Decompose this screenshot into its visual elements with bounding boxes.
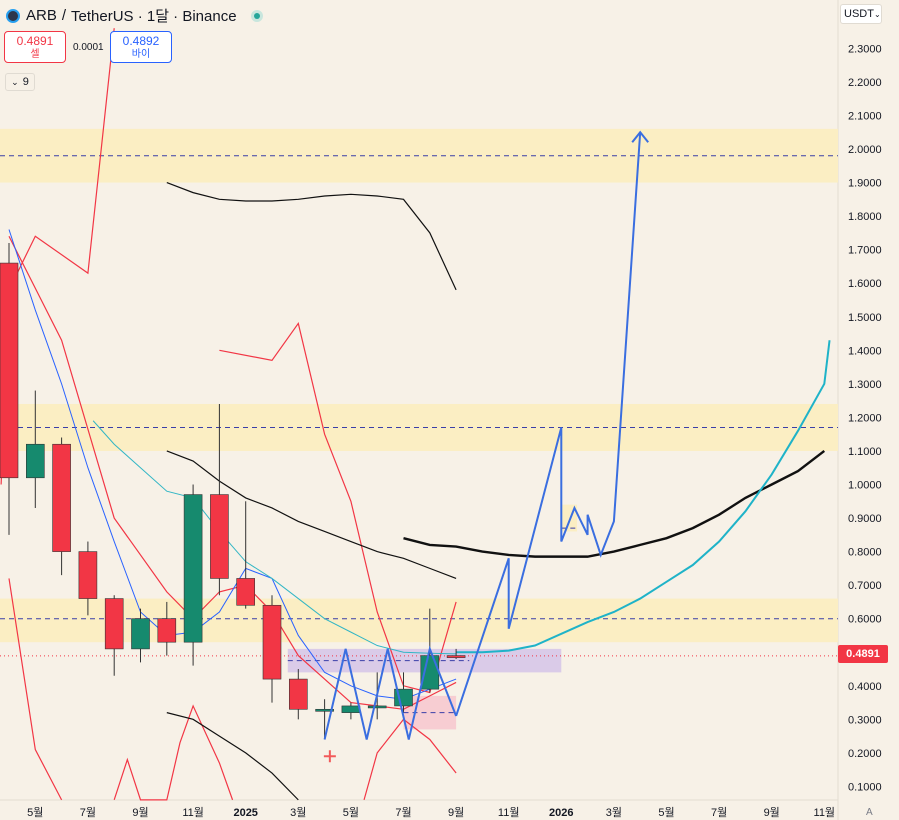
price-tick-label: 0.8000 [848, 547, 882, 559]
bb-lower-line [8, 578, 63, 801]
envelope-lower-line [166, 712, 299, 801]
price-tick-label: 0.4000 [848, 681, 882, 693]
candle [183, 494, 203, 643]
last-price-tag: 0.4891 [838, 645, 888, 663]
price-tick-label: 0.7000 [848, 580, 882, 592]
currency-selector[interactable]: USDT ⌄ [840, 4, 882, 24]
candle [78, 551, 98, 599]
candle [210, 494, 229, 579]
time-tick-label: 2025 [233, 807, 257, 819]
time-tick-label: 9월 [448, 806, 464, 819]
time-tick-label: 5월 [658, 806, 674, 819]
indicator-count: 9 [22, 76, 29, 88]
candle [52, 443, 71, 552]
candle [315, 708, 334, 712]
candle [0, 262, 19, 479]
plot-area [0, 0, 838, 800]
projected-trend-line [403, 449, 826, 558]
auto-scale-button[interactable]: A [866, 807, 873, 818]
ma-blue-line [8, 229, 457, 700]
candle [446, 655, 466, 658]
price-tick-label: 0.6000 [848, 614, 882, 626]
projection-path [455, 132, 642, 717]
candle [157, 618, 177, 643]
price-axis [838, 0, 899, 820]
price-tick-label: 1.8000 [848, 211, 882, 223]
candle [25, 443, 45, 479]
sell-price: 0.4891 [16, 34, 54, 48]
sell-button[interactable]: 0.4891 셀 [4, 31, 66, 63]
buy-label: 바이 [131, 49, 151, 60]
time-tick-label: 7월 [395, 806, 411, 819]
price-tick-label: 1.3000 [848, 379, 882, 391]
price-tick-label: 1.1000 [848, 446, 882, 458]
time-tick-label: 5월 [343, 806, 359, 819]
chevron-down-icon: ⌄ [11, 76, 19, 87]
arb-coin-icon [6, 8, 20, 23]
spread-value: 0.0001 [73, 42, 104, 53]
projection-arrowhead [631, 130, 649, 143]
chart-header: ARB / TetherUS · 1달 · Binance [6, 5, 263, 26]
pair-separator: / [61, 7, 67, 24]
price-tick-label: 2.2000 [848, 77, 882, 89]
indicator-toggle[interactable]: ⌄ 9 [5, 73, 35, 91]
time-tick-label: 11월 [814, 806, 836, 819]
time-tick-label: 7월 [711, 806, 727, 819]
price-tick-label: 1.5000 [848, 312, 882, 324]
symbol-name[interactable]: ARB [26, 7, 57, 24]
time-tick-label: 3월 [606, 806, 622, 819]
price-tick-label: 1.6000 [848, 278, 882, 290]
price-tick-label: 1.4000 [848, 345, 882, 357]
price-tick-label: 2.3000 [848, 43, 882, 55]
price-tick-label: 1.7000 [848, 245, 882, 257]
currency-label: USDT [844, 8, 874, 20]
price-tick-label: 0.9000 [848, 513, 882, 525]
candle [341, 705, 361, 713]
buy-button[interactable]: 0.4892 바이 [110, 31, 172, 63]
candle [288, 678, 308, 710]
candle [131, 618, 150, 650]
time-tick-label: 9월 [764, 806, 780, 819]
price-tick-label: 2.0000 [848, 144, 882, 156]
candle [367, 705, 387, 709]
price-tick-label: 0.3000 [848, 714, 882, 726]
price-tick-label: 2.1000 [848, 110, 882, 122]
time-tick-label: 5월 [27, 806, 43, 819]
price-tick-label: 1.9000 [848, 178, 882, 190]
pair-info: TetherUS · 1달 · Binance [71, 8, 237, 25]
candle [236, 578, 255, 606]
time-tick-label: 2026 [549, 807, 573, 819]
projection-path [323, 645, 458, 740]
time-tick-label: 3월 [290, 806, 306, 819]
time-tick-label: 11월 [498, 806, 520, 819]
envelope-middle-line [166, 450, 457, 580]
bb-lower-line [113, 704, 234, 801]
buy-price: 0.4892 [122, 34, 160, 48]
chevron-down-icon: ⌄ [873, 9, 881, 19]
time-tick-label: 7월 [80, 806, 96, 819]
time-tick-label: 11월 [182, 806, 204, 819]
ma-teal-line [92, 420, 457, 655]
price-tick-label: 1.2000 [848, 412, 882, 424]
price-tick-label: 1.0000 [848, 480, 882, 492]
projected-cyan-line [456, 340, 831, 654]
time-tick-label: 9월 [132, 806, 148, 819]
envelope-upper-line [166, 181, 457, 291]
sell-label: 셀 [30, 49, 40, 60]
zone-band [0, 598, 838, 643]
candle [262, 604, 282, 680]
price-tick-label: 0.1000 [848, 781, 882, 793]
market-open-icon [250, 9, 263, 22]
candle [104, 598, 124, 650]
price-tick-label: 0.2000 [848, 748, 882, 760]
